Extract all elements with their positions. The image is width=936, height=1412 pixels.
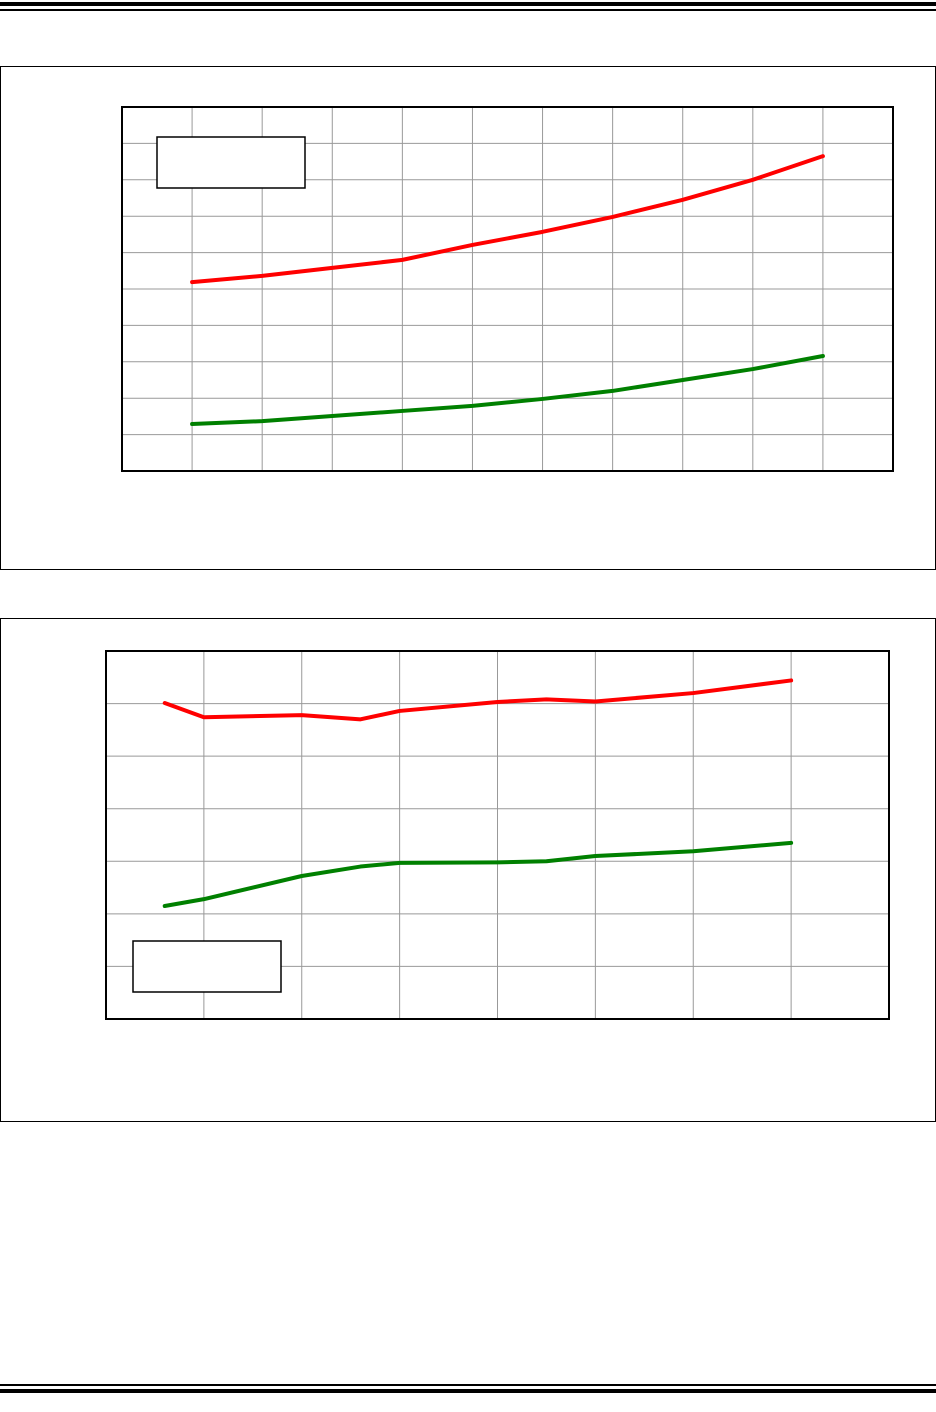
footer-rule bbox=[0, 1389, 936, 1393]
footer-rule bbox=[0, 1384, 936, 1386]
header-rule bbox=[0, 2, 936, 6]
series-line bbox=[162, 840, 794, 908]
legend-box bbox=[132, 940, 282, 993]
legend-box bbox=[156, 136, 306, 189]
header-rule bbox=[0, 9, 936, 11]
series-line bbox=[190, 353, 825, 427]
series-line bbox=[190, 154, 825, 285]
plot-frame bbox=[105, 650, 890, 1020]
series-line bbox=[162, 678, 794, 722]
plot-frame bbox=[121, 106, 894, 472]
